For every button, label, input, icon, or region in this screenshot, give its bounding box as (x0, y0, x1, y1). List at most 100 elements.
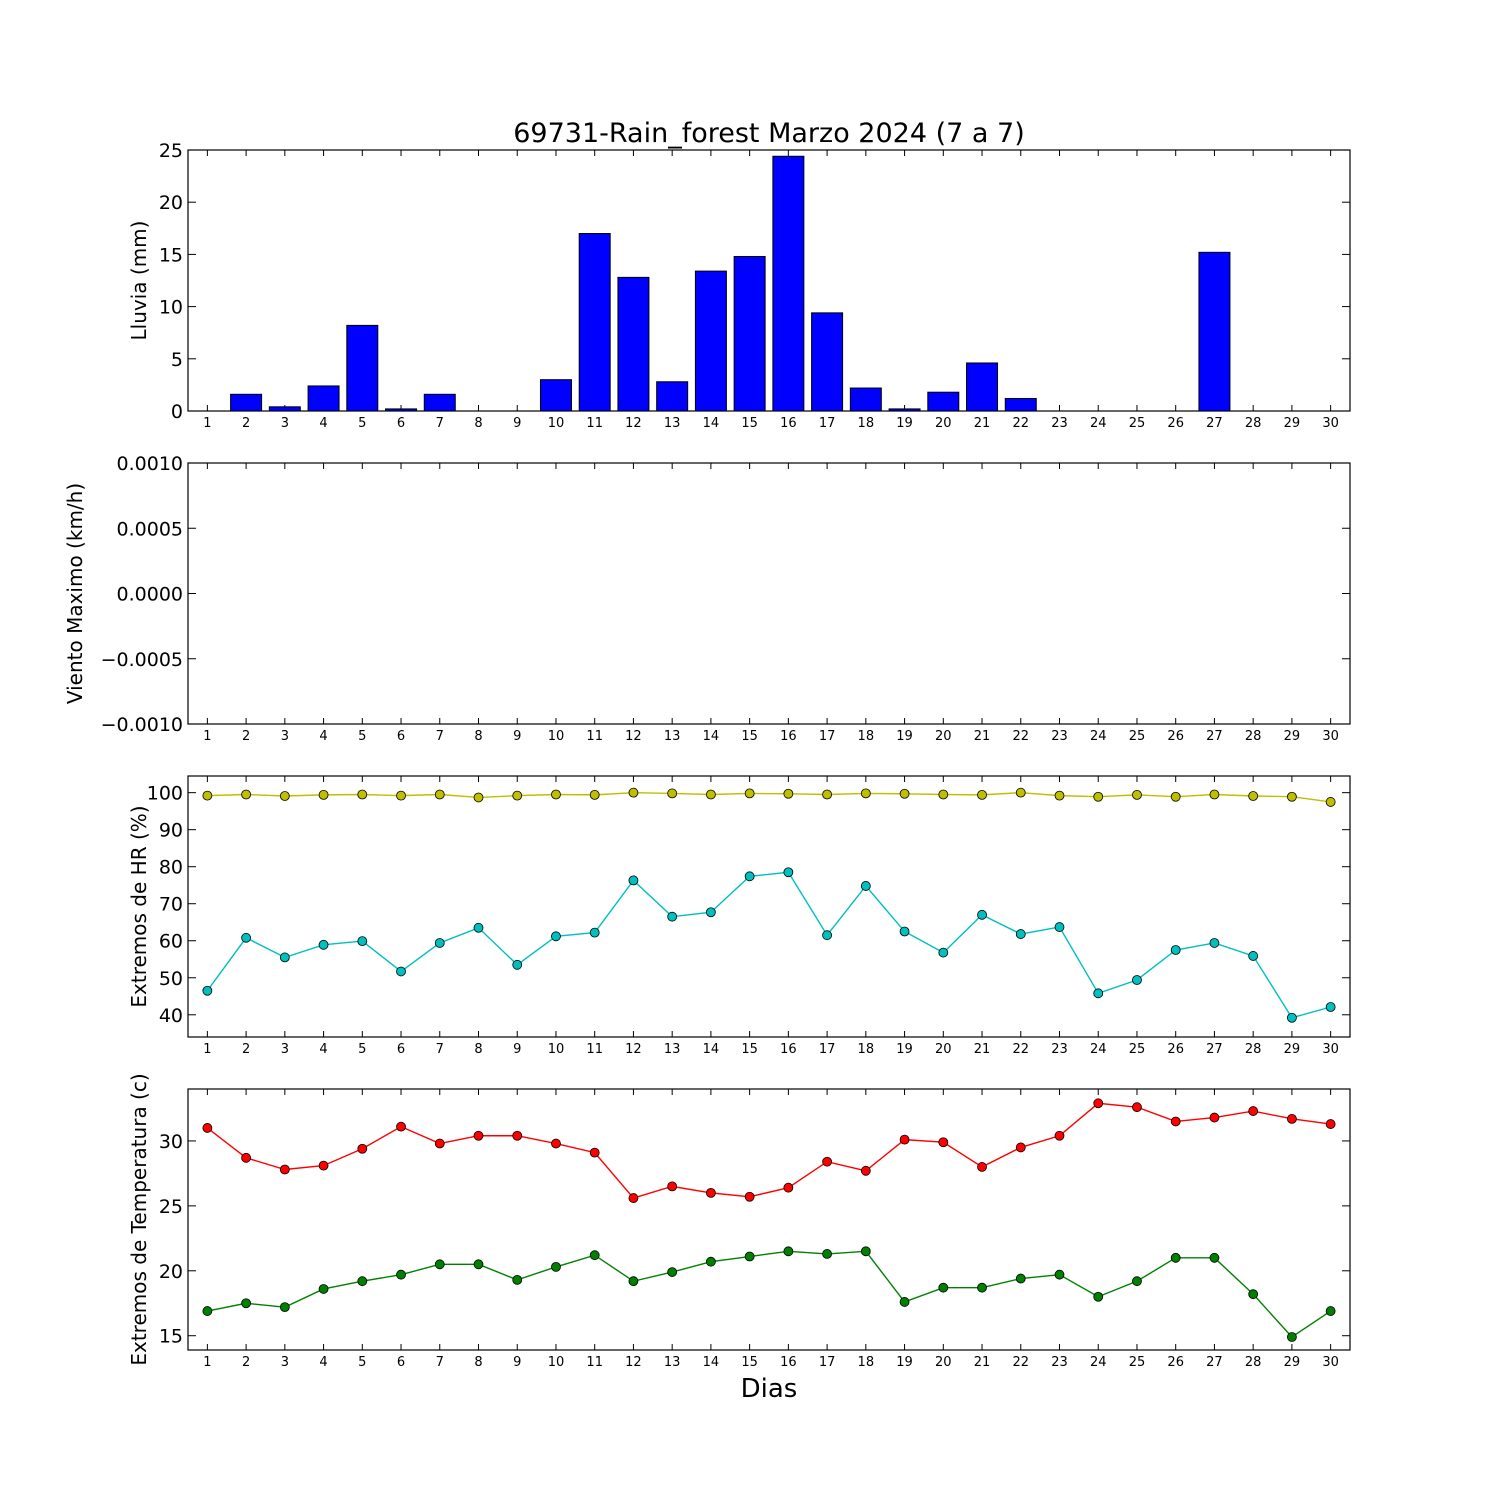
hr-max-point (1015, 787, 1026, 798)
x-tick-label: 12 (625, 729, 642, 744)
x-tick-label: 5 (358, 416, 366, 431)
hr-max-point (551, 789, 561, 800)
x-tick-label: 17 (819, 1042, 836, 1057)
y-tick-label: 10 (159, 297, 183, 319)
y-tick-label: 0.0010 (117, 453, 183, 475)
chart-title: 69731-Rain_forest Marzo 2024 (7 a 7) (513, 118, 1024, 149)
x-tick-label: 14 (703, 729, 720, 744)
temp-max-point (860, 1165, 871, 1176)
x-tick-label: 26 (1167, 1355, 1184, 1370)
hr-min-point (628, 875, 639, 886)
hr-min-point (357, 936, 368, 947)
temp-max-point (1209, 1112, 1220, 1123)
x-tick-label: 24 (1090, 1042, 1107, 1057)
x-tick-label: 11 (586, 416, 603, 431)
x-tick-label: 30 (1322, 1355, 1339, 1370)
x-tick-label: 30 (1322, 416, 1339, 431)
y-tick-label: 30 (159, 1131, 183, 1153)
temp-max-point (1054, 1130, 1065, 1141)
hr-min-point (512, 959, 523, 970)
hr-min-point (241, 932, 252, 943)
temp-max-point (1015, 1142, 1026, 1153)
temp-max-point (1287, 1113, 1297, 1124)
hr-max-point (318, 789, 329, 800)
x-tick-label: 21 (974, 729, 991, 744)
x-tick-label: 20 (935, 729, 952, 744)
hr-min-point (783, 867, 794, 878)
temp-max-point (1325, 1119, 1336, 1129)
temp-max-point (1170, 1116, 1181, 1127)
temp-min-point (667, 1267, 678, 1277)
y-tick-label: 90 (159, 820, 183, 842)
rain-bar (617, 276, 650, 412)
x-tick-label: 22 (1012, 1355, 1029, 1370)
temp-min-point (1287, 1332, 1297, 1342)
axes-frame-temp (187, 1088, 1351, 1351)
x-tick-label: 6 (397, 729, 405, 744)
hr-max-point (1248, 791, 1259, 801)
hr-min-line (206, 871, 1331, 1019)
temp-min-point (473, 1259, 484, 1270)
x-tick-label: 29 (1284, 729, 1301, 744)
rain-bar (1198, 251, 1231, 412)
hr-min-point (202, 985, 213, 996)
rain-bar (849, 387, 882, 412)
axes-frame-rain (187, 149, 1351, 412)
temp-max-point (706, 1187, 716, 1198)
hr-min-point (860, 881, 871, 891)
x-tick-label: 22 (1012, 1042, 1029, 1057)
x-tick-label: 24 (1090, 1355, 1107, 1370)
temp-max-point (628, 1193, 639, 1203)
temp-min-point (783, 1246, 794, 1257)
y-tick-label: 20 (159, 1261, 183, 1283)
x-tick-label: 2 (242, 729, 250, 744)
hr-min-point (396, 966, 406, 977)
x-tick-label: 3 (281, 1042, 289, 1057)
x-tick-label: 16 (780, 729, 797, 744)
temp-max-point (512, 1130, 523, 1141)
x-tick-label: 29 (1284, 1355, 1301, 1370)
x-tick-label: 15 (741, 729, 758, 744)
temp-min-point (1093, 1291, 1104, 1302)
rain-bar (656, 381, 689, 412)
x-tick-label: 23 (1051, 416, 1068, 431)
hr-max-point (744, 788, 755, 799)
x-tick-label: 24 (1090, 416, 1107, 431)
rain-bar (1004, 397, 1037, 412)
y-tick-label: 40 (159, 1005, 183, 1027)
hr-max-point (938, 789, 949, 800)
x-tick-label: 21 (974, 416, 991, 431)
temp-min-point (899, 1297, 910, 1307)
hr-max-point (1209, 789, 1220, 800)
temp-min-point (938, 1282, 949, 1293)
hr-min-point (744, 871, 755, 882)
x-tick-label: 20 (935, 1042, 952, 1057)
y-tick-label: 70 (159, 894, 183, 916)
hr-min-point (899, 926, 910, 937)
hr-min-point (1170, 945, 1181, 955)
x-tick-label: 19 (896, 729, 913, 744)
x-tick-label: 17 (819, 416, 836, 431)
rain-bar (539, 379, 572, 412)
temp-max-point (667, 1181, 678, 1192)
x-tick-label: 4 (319, 1355, 327, 1370)
hr-max-point (1132, 789, 1142, 800)
x-tick-label: 6 (397, 1355, 405, 1370)
y-axis-label-wind: Viento Maximo (km/h) (63, 483, 87, 704)
y-tick-label: 100 (147, 783, 183, 805)
x-tick-label: 21 (974, 1042, 991, 1057)
x-tick-label: 22 (1012, 729, 1029, 744)
rain-bar (578, 233, 611, 412)
y-tick-label: 25 (159, 140, 183, 162)
x-tick-label: 12 (625, 416, 642, 431)
temp-max-point (899, 1134, 910, 1145)
hr-min-point (1209, 938, 1220, 948)
hr-min-point (1093, 988, 1104, 999)
y-tick-label: 60 (159, 931, 183, 953)
temp-min-point (589, 1250, 600, 1261)
x-tick-label: 10 (548, 416, 565, 431)
hr-min-point (473, 922, 484, 933)
temp-max-point (822, 1156, 832, 1167)
x-tick-label: 27 (1206, 1355, 1223, 1370)
x-tick-label: 25 (1129, 1042, 1146, 1057)
